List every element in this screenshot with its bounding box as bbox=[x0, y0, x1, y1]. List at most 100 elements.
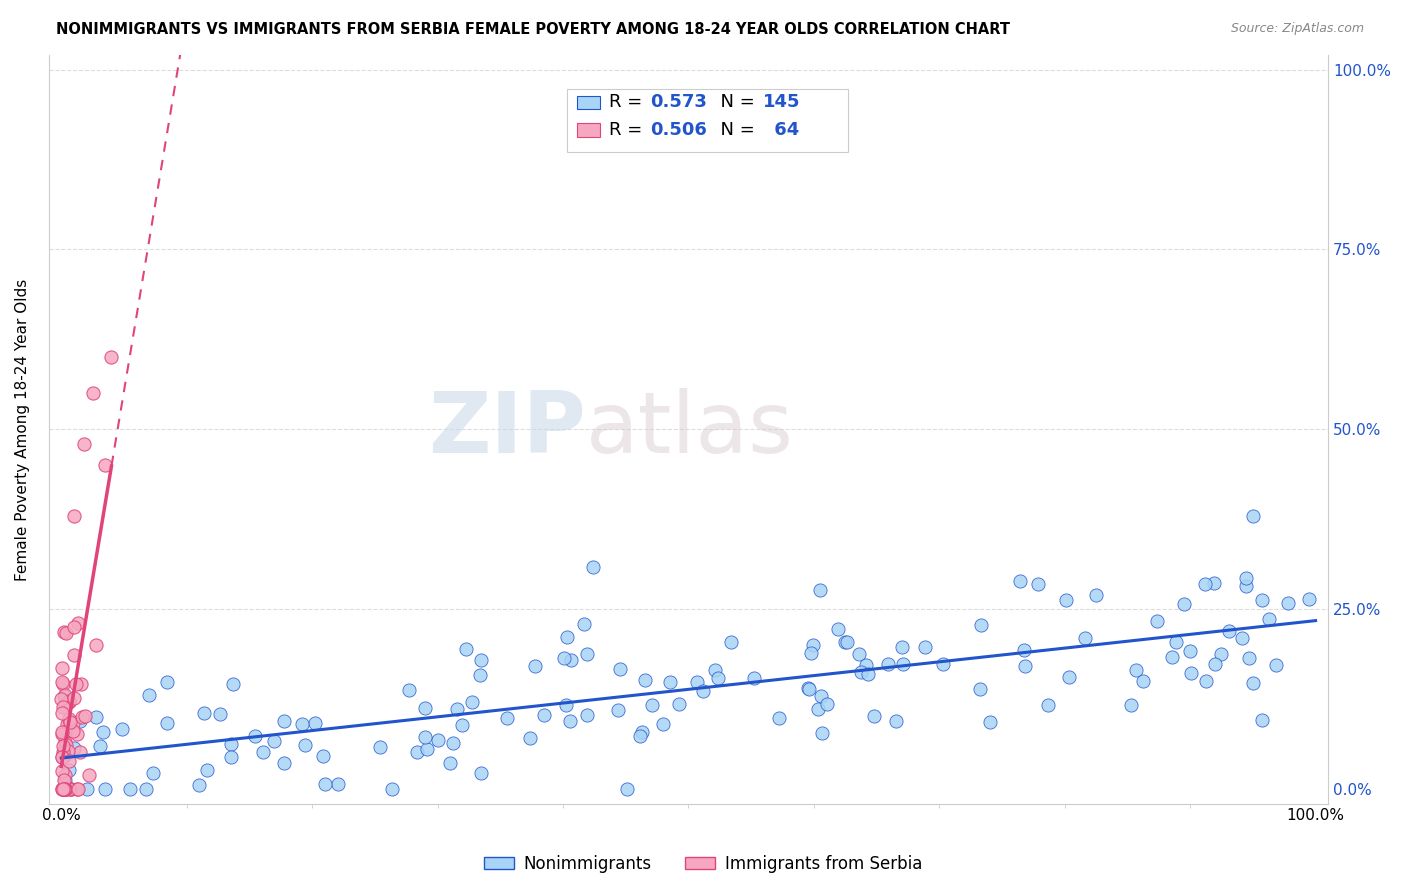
Point bbox=[685, 675, 707, 690]
Point bbox=[1251, 714, 1274, 728]
Point bbox=[135, 782, 157, 797]
Point bbox=[51, 700, 73, 714]
Point bbox=[426, 733, 449, 747]
Point bbox=[914, 640, 936, 654]
Point bbox=[1180, 666, 1202, 681]
Text: Source: ZipAtlas.com: Source: ZipAtlas.com bbox=[1230, 22, 1364, 36]
Point bbox=[62, 724, 84, 739]
Point bbox=[156, 674, 179, 689]
Text: 145: 145 bbox=[762, 94, 800, 112]
Point bbox=[91, 725, 114, 739]
Point bbox=[1026, 577, 1049, 591]
Point bbox=[142, 765, 165, 780]
Point bbox=[89, 739, 111, 753]
Point bbox=[70, 709, 93, 723]
Point bbox=[454, 642, 477, 657]
Point bbox=[413, 701, 436, 715]
Point bbox=[77, 768, 100, 782]
Point bbox=[533, 708, 555, 723]
Point bbox=[52, 739, 75, 754]
Text: atlas: atlas bbox=[586, 388, 794, 471]
Point bbox=[84, 710, 107, 724]
Point bbox=[856, 667, 879, 681]
Point bbox=[1241, 675, 1264, 690]
Point bbox=[1218, 624, 1240, 638]
Y-axis label: Female Poverty Among 18-24 Year Olds: Female Poverty Among 18-24 Year Olds bbox=[15, 278, 30, 581]
FancyBboxPatch shape bbox=[576, 123, 600, 136]
Point bbox=[979, 714, 1001, 729]
Point bbox=[55, 723, 77, 738]
Point bbox=[63, 508, 86, 523]
Point bbox=[1265, 658, 1288, 673]
Point bbox=[877, 657, 900, 671]
Point bbox=[58, 712, 80, 726]
Text: R =: R = bbox=[609, 94, 648, 112]
Point bbox=[1234, 571, 1257, 585]
Point bbox=[810, 690, 832, 704]
Point bbox=[51, 706, 73, 721]
Point bbox=[328, 777, 350, 791]
Point bbox=[704, 664, 727, 678]
Point bbox=[156, 716, 179, 731]
Point bbox=[51, 691, 73, 706]
Point bbox=[66, 782, 89, 797]
Point bbox=[470, 652, 492, 666]
Point bbox=[53, 689, 76, 703]
Point bbox=[1085, 588, 1108, 602]
Point bbox=[808, 583, 831, 598]
Point bbox=[273, 756, 295, 770]
Point bbox=[1241, 508, 1264, 523]
Point bbox=[439, 756, 461, 770]
Point bbox=[1010, 574, 1032, 589]
Point bbox=[1125, 664, 1147, 678]
Point bbox=[1257, 612, 1279, 626]
Point bbox=[66, 782, 89, 797]
Point bbox=[1160, 649, 1182, 664]
Point bbox=[63, 740, 86, 755]
Point bbox=[243, 729, 266, 743]
Text: 64: 64 bbox=[768, 121, 799, 139]
Point bbox=[252, 745, 274, 759]
Point bbox=[51, 782, 73, 797]
Point bbox=[1194, 577, 1216, 591]
Point bbox=[52, 782, 75, 797]
Point bbox=[1014, 659, 1036, 673]
Point bbox=[1237, 651, 1260, 665]
Point bbox=[1057, 669, 1080, 683]
Point bbox=[607, 703, 630, 717]
Point bbox=[52, 782, 75, 797]
Point bbox=[380, 782, 402, 797]
Point bbox=[461, 695, 484, 709]
Point bbox=[55, 626, 77, 640]
Point bbox=[575, 708, 598, 723]
Point bbox=[446, 702, 468, 716]
Legend: Nonimmigrants, Immigrants from Serbia: Nonimmigrants, Immigrants from Serbia bbox=[477, 848, 929, 880]
Point bbox=[51, 750, 73, 764]
Point bbox=[1234, 579, 1257, 593]
Point bbox=[1054, 593, 1077, 607]
Point bbox=[51, 750, 73, 764]
Point bbox=[555, 698, 578, 712]
Point bbox=[1277, 596, 1299, 610]
Point bbox=[53, 782, 76, 797]
Point bbox=[294, 738, 316, 752]
Point bbox=[60, 782, 83, 797]
Point bbox=[1173, 597, 1195, 611]
Point bbox=[222, 677, 245, 691]
Point bbox=[55, 782, 77, 797]
Point bbox=[834, 635, 856, 649]
Point bbox=[1074, 632, 1097, 646]
Point bbox=[58, 695, 80, 709]
Point bbox=[111, 722, 134, 736]
Point bbox=[803, 638, 825, 652]
Point bbox=[555, 630, 578, 644]
Text: N =: N = bbox=[709, 94, 761, 112]
Point bbox=[53, 734, 76, 748]
Point bbox=[652, 717, 675, 731]
Point bbox=[219, 750, 242, 764]
Point bbox=[63, 690, 86, 705]
Point bbox=[1164, 634, 1187, 648]
Point bbox=[406, 745, 429, 759]
Point bbox=[797, 681, 820, 696]
Point bbox=[51, 764, 73, 779]
